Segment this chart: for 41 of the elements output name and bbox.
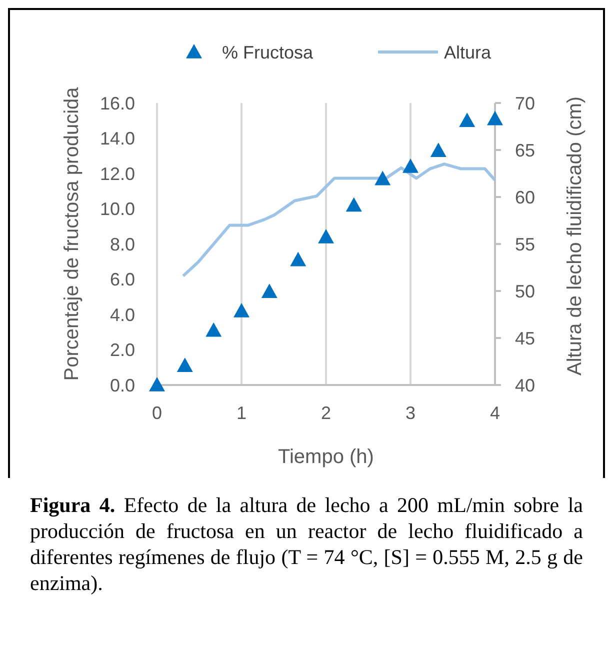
- text: Figura 4. Efecto de la altura de lecho a 200 mL/min sobre la producción de fructosa en un reactor de lecho fluidificado a diferentes regímenes de flujo (T = 74 °C, [S] = 0.555 M, 2.5 g de enzima).: [30, 492, 583, 596]
- point: [402, 158, 418, 173]
- point: [206, 322, 222, 337]
- point: [346, 197, 362, 212]
- point: [318, 228, 334, 244]
- point: [374, 170, 391, 186]
- y2-tick-label: 50: [515, 281, 536, 302]
- y2-tick-label: 65: [515, 140, 536, 160]
- y-tick-label: 14.0: [100, 128, 135, 149]
- y-tick-label: 0.0: [110, 375, 135, 396]
- y-tick-label: 12.0: [100, 164, 135, 184]
- y2-tick-label: 55: [515, 234, 536, 254]
- y-axis-title: Porcentaje de fructosa producida: [61, 86, 83, 381]
- y-tick-label: 6.0: [110, 270, 135, 290]
- y-tick-label: 4.0: [110, 304, 135, 325]
- point: [487, 110, 503, 126]
- y-tick-label: 8.0: [110, 234, 135, 254]
- y-tick-label: 2.0: [110, 340, 135, 360]
- point: [290, 252, 306, 266]
- y2-tick-label: 40: [515, 375, 536, 396]
- point: [234, 302, 250, 318]
- y2-tick-label: 70: [515, 93, 536, 114]
- line-series: [182, 162, 496, 278]
- y2-tick-label: 45: [515, 328, 536, 348]
- legend-label: % Fructosa: [222, 42, 314, 62]
- point: [149, 377, 165, 392]
- x-tick-label: 3: [405, 403, 416, 423]
- y-tick-label: 16.0: [100, 93, 135, 114]
- legend-label: Altura: [444, 42, 492, 62]
- point: [459, 112, 476, 128]
- x-tick-label: 1: [236, 403, 247, 423]
- point: [176, 358, 193, 372]
- point: [261, 284, 278, 298]
- x-axis-title: Tiempo (h): [278, 446, 374, 468]
- y2-tick-label: 60: [515, 187, 536, 208]
- y-tick-label: 10.0: [100, 199, 135, 220]
- x-tick-label: 0: [152, 403, 162, 423]
- x-tick-label: 4: [490, 403, 500, 423]
- point: [430, 142, 446, 157]
- x-tick-label: 2: [320, 403, 332, 423]
- y2-axis-title: Altura de lecho fluidificado (cm): [564, 96, 586, 376]
